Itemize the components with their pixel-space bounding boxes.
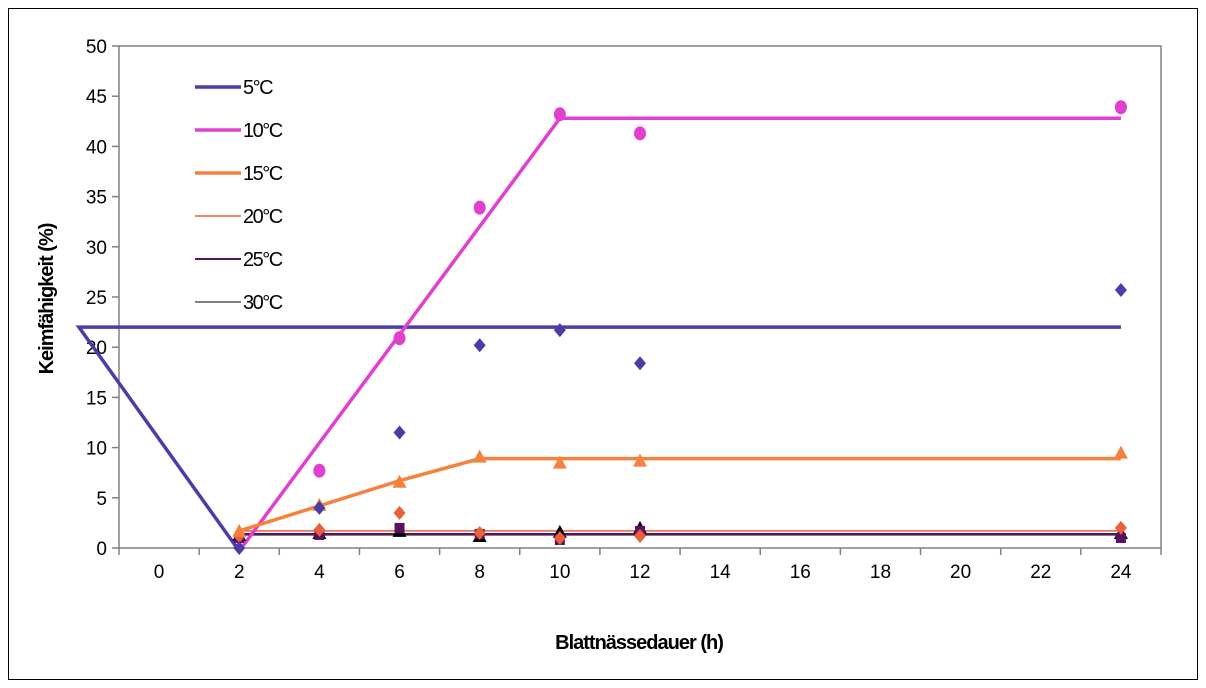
marker-circle — [473, 200, 486, 215]
fit-line — [75, 325, 1121, 553]
y-tick-label: 35 — [86, 188, 107, 209]
y-tick-label: 45 — [86, 87, 107, 108]
x-tick-label: 2 — [234, 562, 245, 583]
x-tick-label: 12 — [629, 562, 650, 583]
fit-line — [238, 456, 1121, 533]
legend: 5°C 10°C 15°C 20°C 25°C 30°C — [195, 77, 284, 314]
legend-label: 10°C — [243, 120, 283, 142]
y-tick-label: 50 — [86, 37, 107, 58]
data-markers — [232, 100, 1128, 555]
fit-line — [237, 116, 1121, 553]
x-tick-label: 14 — [710, 562, 732, 583]
x-tick-label: 16 — [790, 562, 811, 583]
x-axis-title: Blattnässedauer (h) — [555, 632, 723, 654]
legend-label: 15°C — [243, 163, 283, 185]
x-tick-label: 20 — [950, 562, 971, 583]
marker-diamond — [473, 525, 486, 540]
marker-triangle — [392, 474, 407, 488]
y-axis-title: Keimfähigkeit (%) — [36, 223, 58, 374]
y-tick-label: 10 — [86, 439, 107, 460]
x-tick-label: 18 — [870, 562, 891, 583]
marker-circle — [634, 126, 646, 141]
marker-triangle — [232, 523, 247, 537]
y-tick-label: 40 — [86, 137, 107, 158]
y-tick-label: 0 — [96, 539, 107, 560]
marker-triangle — [552, 455, 567, 469]
x-tick-label: 24 — [1110, 562, 1132, 583]
y-tick-label: 15 — [86, 388, 107, 409]
x-tick-label: 22 — [1030, 562, 1051, 583]
marker-diamond — [1114, 520, 1127, 535]
x-tick-label: 10 — [549, 562, 570, 583]
marker-diamond — [233, 541, 246, 555]
y-tick-label: 5 — [96, 489, 107, 510]
legend-label: 20°C — [243, 206, 283, 228]
marker-diamond — [553, 530, 566, 545]
chart-frame: 0 5 10 15 20 25 30 35 40 45 50 0 2 4 6 8 10 12 14 16 18 20 22 2… — [8, 8, 1198, 680]
y-tick-label: 30 — [86, 238, 107, 259]
marker-diamond — [553, 323, 566, 338]
marker-diamond — [634, 528, 646, 543]
marker-circle — [553, 107, 566, 122]
marker-diamond — [393, 505, 406, 520]
marker-diamond — [634, 356, 646, 371]
marker-diamond — [393, 425, 406, 440]
fit-lines — [75, 116, 1121, 553]
marker-diamond — [313, 500, 326, 515]
marker-diamond — [1114, 282, 1127, 297]
x-tick-label: 0 — [154, 562, 165, 583]
marker-triangle — [1113, 445, 1128, 459]
legend-label: 5°C — [243, 77, 273, 99]
marker-circle — [313, 463, 326, 478]
marker-triangle — [633, 453, 647, 467]
marker-circle — [1114, 100, 1127, 115]
y-tick-label: 25 — [86, 288, 107, 309]
marker-square — [1115, 532, 1126, 543]
legend-label: 25°C — [243, 249, 283, 271]
x-tick-label: 6 — [394, 562, 405, 583]
x-tick-label: 4 — [314, 562, 325, 583]
marker-triangle — [472, 449, 487, 463]
legend-label: 30°C — [243, 292, 283, 314]
marker-diamond — [313, 522, 326, 537]
marker-circle — [393, 331, 406, 346]
marker-square — [394, 522, 405, 533]
x-tick-label: 8 — [474, 562, 485, 583]
marker-diamond — [473, 338, 486, 353]
